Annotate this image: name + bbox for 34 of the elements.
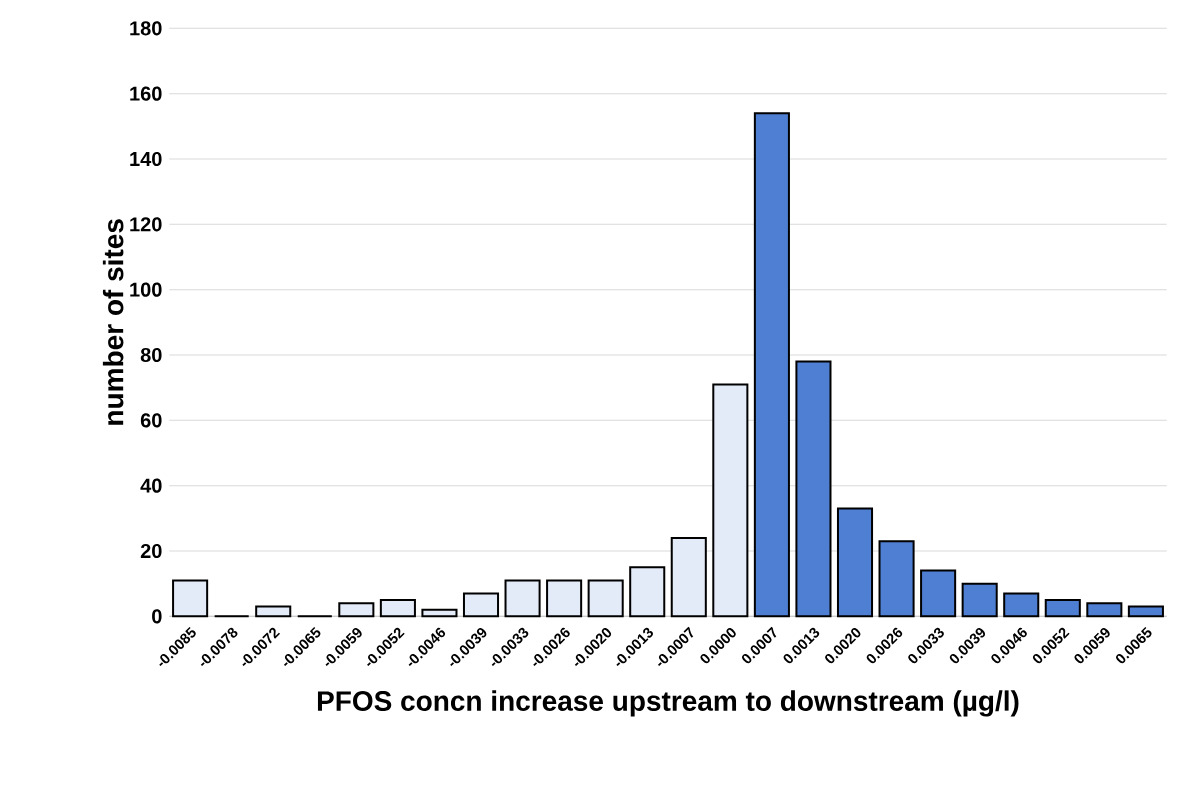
bar: [504, 579, 541, 618]
bar: [587, 579, 624, 618]
bar: [836, 507, 874, 618]
bar: [753, 112, 790, 618]
bar: [1003, 592, 1040, 618]
y-axis-title: number of sites: [102, 219, 124, 425]
bar: [462, 592, 500, 618]
bar: [712, 383, 749, 618]
y-tick-label: 140: [130, 151, 162, 167]
y-tick-label: 180: [130, 21, 162, 36]
bar: [670, 536, 707, 618]
bar: [1127, 605, 1164, 618]
bar: [1086, 602, 1123, 618]
y-tick-label: 40: [140, 478, 162, 493]
bar: [172, 579, 209, 618]
bar: [1044, 599, 1081, 618]
y-tick-label: 120: [130, 217, 162, 232]
bar: [961, 582, 998, 618]
y-tick-label: 160: [130, 86, 162, 101]
y-tick-label: 20: [140, 543, 162, 559]
bar: [546, 579, 583, 618]
bar: [629, 566, 666, 618]
y-tick-label: 60: [140, 413, 162, 428]
bar: [338, 602, 375, 618]
y-tick-label: 100: [130, 282, 162, 297]
x-axis-title: PFOS concn increase upstream to downstream (µg/l): [317, 690, 1019, 717]
bar: [920, 569, 957, 618]
bar: [379, 599, 416, 618]
bar: [795, 360, 832, 618]
bar: [878, 540, 915, 618]
bar: [255, 605, 292, 618]
y-tick-label: 80: [140, 347, 162, 363]
y-tick-label: 0: [152, 609, 162, 624]
bar: [421, 608, 458, 618]
